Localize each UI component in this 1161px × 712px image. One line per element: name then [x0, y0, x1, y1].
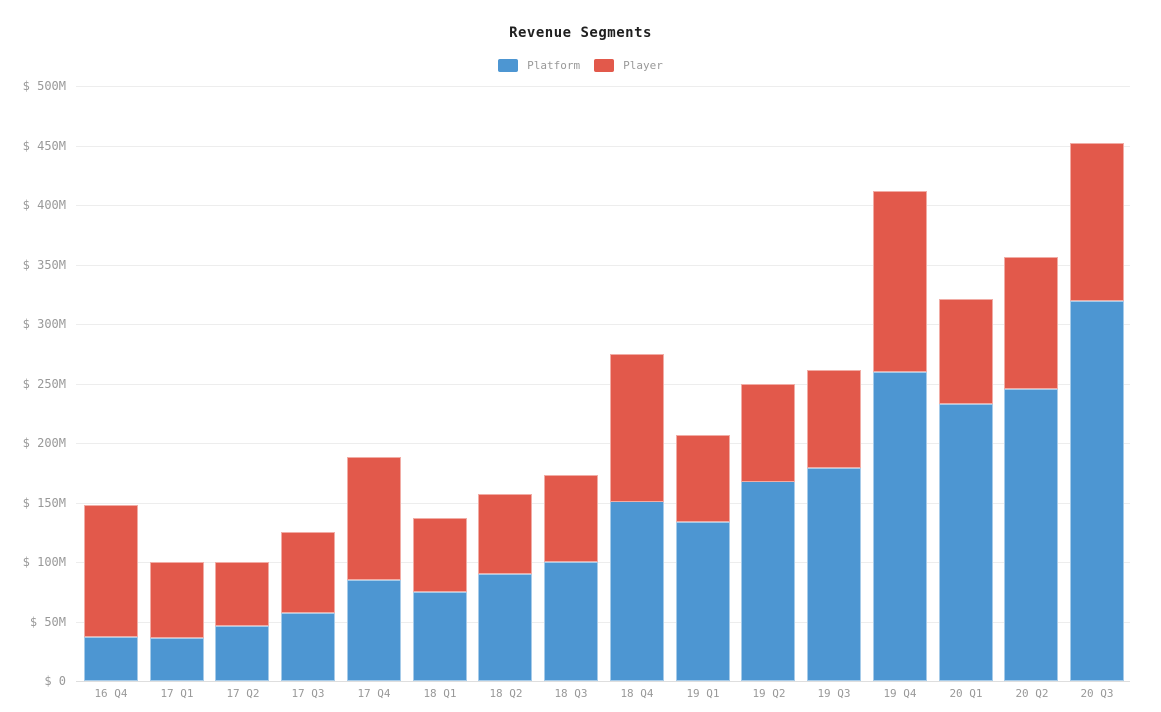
bar-20Q1-player — [939, 299, 993, 404]
x-tick-label: 20 Q2 — [1015, 687, 1049, 700]
x-tick-label: 19 Q2 — [752, 687, 786, 700]
gridline-500 — [76, 86, 1130, 87]
bar-17Q2-platform — [215, 626, 269, 681]
y-tick-label: $ 150M — [22, 496, 66, 510]
bar-17Q3-player — [281, 532, 335, 613]
bar-19Q1-platform — [676, 522, 730, 681]
gridline-150 — [76, 503, 1130, 504]
x-tick-label: 17 Q1 — [160, 687, 194, 700]
bar-18Q2-platform — [478, 574, 532, 681]
bar-18Q1-platform — [413, 592, 467, 681]
legend-label-player: Player — [623, 59, 663, 72]
bar-19Q3-player — [807, 370, 861, 468]
x-tick-label: 16 Q4 — [94, 687, 128, 700]
chart-title: Revenue Segments — [509, 25, 652, 41]
y-tick-label: $ 350M — [22, 258, 66, 272]
y-tick-label: $ 0 — [44, 674, 66, 688]
bar-19Q2-player — [741, 384, 795, 482]
x-tick-label: 17 Q2 — [226, 687, 260, 700]
bar-18Q3-platform — [544, 562, 598, 681]
bar-17Q1-platform — [150, 638, 204, 681]
x-tick-label: 18 Q4 — [620, 687, 654, 700]
legend-label-platform: Platform — [527, 59, 581, 72]
bar-20Q3-player — [1070, 143, 1124, 301]
bar-16Q4-platform — [84, 637, 138, 681]
player-swatch-icon — [594, 59, 615, 72]
bar-18Q1-player — [413, 518, 467, 592]
bar-17Q1-player — [150, 562, 204, 638]
bar-17Q2-player — [215, 562, 269, 626]
bar-16Q4-player — [84, 505, 138, 637]
gridline-350 — [76, 265, 1130, 266]
bar-19Q1-player — [676, 435, 730, 522]
x-tick-label: 18 Q1 — [423, 687, 457, 700]
bar-18Q3-player — [544, 475, 598, 562]
gridline-100 — [76, 562, 1130, 563]
y-tick-label: $ 50M — [29, 615, 66, 629]
bar-18Q2-player — [478, 494, 532, 574]
legend-item-player[interactable]: Player — [594, 59, 663, 72]
y-tick-label: $ 500M — [22, 79, 66, 93]
bar-19Q3-platform — [807, 468, 861, 681]
bar-19Q4-player — [873, 191, 927, 372]
x-tick-label: 17 Q3 — [291, 687, 325, 700]
legend-item-platform[interactable]: Platform — [498, 59, 580, 72]
platform-swatch-icon — [498, 59, 519, 72]
bar-18Q4-platform — [610, 501, 664, 681]
gridline-200 — [76, 443, 1130, 444]
x-tick-label: 18 Q2 — [489, 687, 523, 700]
bar-17Q4-platform — [347, 580, 401, 681]
gridline-300 — [76, 324, 1130, 325]
legend: Platform Player — [0, 59, 1161, 72]
y-tick-label: $ 100M — [22, 555, 66, 569]
gridline-450 — [76, 146, 1130, 147]
gridline-50 — [76, 622, 1130, 623]
y-tick-label: $ 400M — [22, 198, 66, 212]
gridline-250 — [76, 384, 1130, 385]
y-tick-label: $ 450M — [22, 139, 66, 153]
x-tick-label: 20 Q1 — [949, 687, 983, 700]
bar-20Q1-platform — [939, 404, 993, 681]
bar-20Q2-platform — [1004, 389, 1058, 681]
bar-18Q4-player — [610, 354, 664, 502]
bar-17Q3-platform — [281, 613, 335, 681]
x-tick-label: 19 Q1 — [686, 687, 720, 700]
y-tick-label: $ 200M — [22, 436, 66, 450]
y-tick-label: $ 300M — [22, 317, 66, 331]
bar-19Q2-platform — [741, 481, 795, 681]
gridline-400 — [76, 205, 1130, 206]
y-tick-label: $ 250M — [22, 377, 66, 391]
x-tick-label: 18 Q3 — [554, 687, 588, 700]
x-tick-label: 19 Q4 — [883, 687, 917, 700]
bar-20Q2-player — [1004, 257, 1058, 389]
gridline-0 — [76, 681, 1130, 682]
x-tick-label: 20 Q3 — [1080, 687, 1114, 700]
x-tick-label: 17 Q4 — [357, 687, 391, 700]
bar-19Q4-platform — [873, 372, 927, 681]
bar-20Q3-platform — [1070, 301, 1124, 681]
x-tick-label: 19 Q3 — [817, 687, 851, 700]
bar-17Q4-player — [347, 457, 401, 580]
